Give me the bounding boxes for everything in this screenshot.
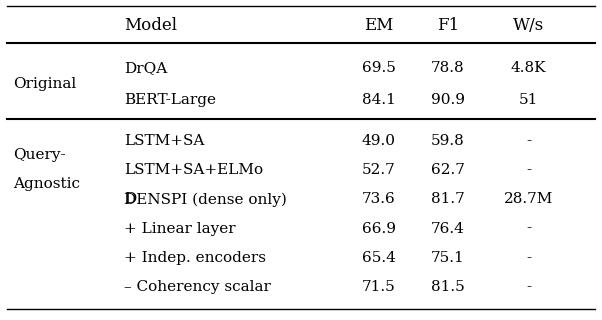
- Text: 69.5: 69.5: [362, 61, 396, 75]
- Text: 78.8: 78.8: [431, 61, 465, 75]
- Text: 81.5: 81.5: [431, 280, 465, 294]
- Text: 65.4: 65.4: [362, 251, 396, 265]
- Text: 62.7: 62.7: [431, 163, 465, 177]
- Text: 84.1: 84.1: [362, 93, 396, 107]
- Text: 52.7: 52.7: [362, 163, 396, 177]
- Text: -: -: [526, 280, 532, 294]
- Text: EM: EM: [364, 17, 394, 34]
- Text: 81.7: 81.7: [431, 192, 465, 206]
- Text: Original: Original: [13, 77, 76, 91]
- Text: -: -: [526, 163, 532, 177]
- Text: 90.9: 90.9: [431, 93, 465, 107]
- Text: LSTM+SA+ELMo: LSTM+SA+ELMo: [124, 163, 263, 177]
- Text: -: -: [526, 134, 532, 148]
- Text: 66.9: 66.9: [362, 221, 396, 236]
- Text: – Coherency scalar: – Coherency scalar: [124, 280, 271, 294]
- Text: DrQA: DrQA: [124, 61, 167, 75]
- Text: 73.6: 73.6: [362, 192, 396, 206]
- Text: 59.8: 59.8: [431, 134, 465, 148]
- Text: 51: 51: [519, 93, 538, 107]
- Text: 4.8K: 4.8K: [511, 61, 547, 75]
- Text: D: D: [124, 192, 137, 206]
- Text: Model: Model: [124, 17, 177, 34]
- Text: W/s: W/s: [513, 17, 544, 34]
- Text: + Linear layer: + Linear layer: [124, 221, 236, 236]
- Text: -: -: [526, 251, 532, 265]
- Text: 71.5: 71.5: [362, 280, 396, 294]
- Text: Query-: Query-: [13, 148, 66, 162]
- Text: 75.1: 75.1: [431, 251, 465, 265]
- Text: Agnostic: Agnostic: [13, 177, 81, 191]
- Text: + Indep. encoders: + Indep. encoders: [124, 251, 266, 265]
- Text: BERT-Large: BERT-Large: [124, 93, 216, 107]
- Text: -: -: [526, 221, 532, 236]
- Text: 76.4: 76.4: [431, 221, 465, 236]
- Text: F1: F1: [436, 17, 459, 34]
- Text: DENSPI (dense only): DENSPI (dense only): [124, 192, 287, 206]
- Text: 49.0: 49.0: [362, 134, 396, 148]
- Text: 28.7M: 28.7M: [504, 192, 553, 206]
- Text: LSTM+SA: LSTM+SA: [124, 134, 205, 148]
